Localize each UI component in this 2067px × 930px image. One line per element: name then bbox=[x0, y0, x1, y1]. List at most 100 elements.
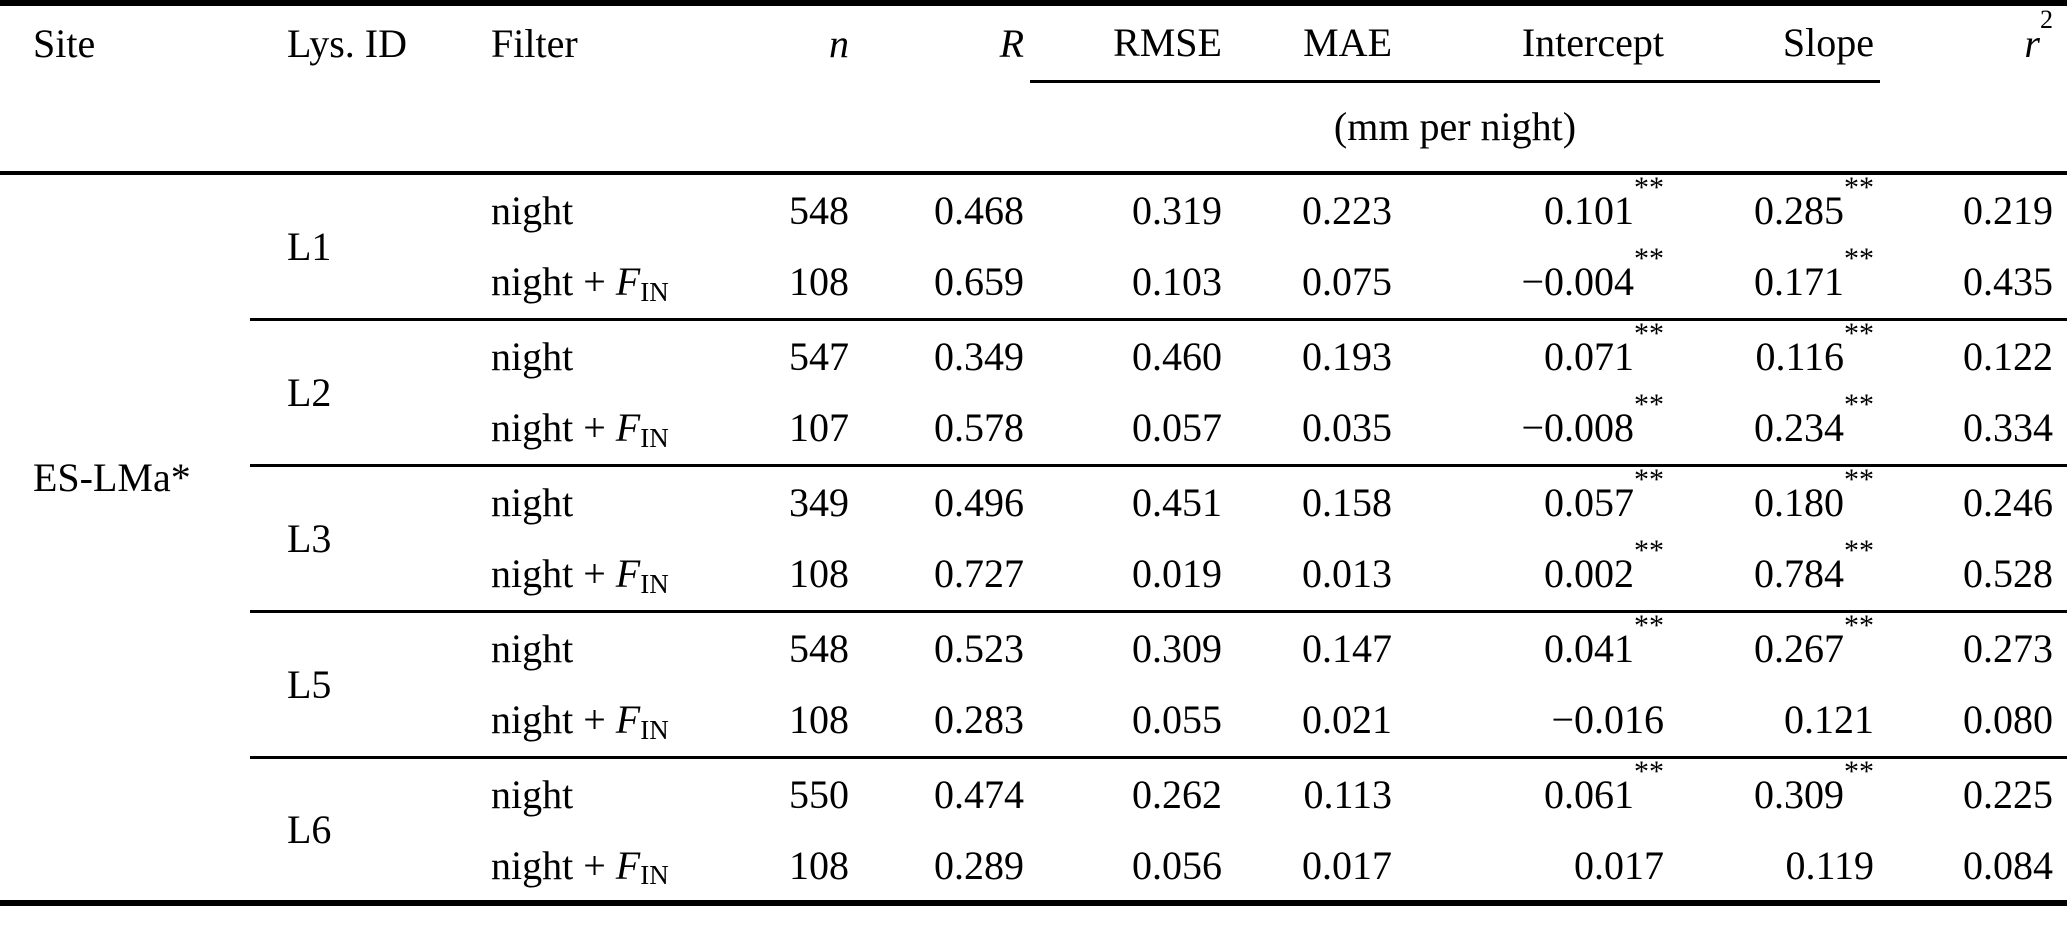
filter-label: night bbox=[480, 463, 770, 538]
intercept-value: 0.017 bbox=[1574, 842, 1664, 888]
significance-stars: ** bbox=[1844, 171, 1874, 205]
cell-intercept: 0.071** bbox=[1398, 316, 1670, 392]
cell-r2: 0.334 bbox=[1963, 405, 2053, 451]
filter-night: night bbox=[491, 625, 574, 671]
unit-row: (mm per night) bbox=[0, 81, 2067, 175]
cell-r2: 0.122 bbox=[1880, 317, 2067, 392]
cell-slope: 0.116** bbox=[1670, 317, 1880, 392]
cell-R: 0.289 bbox=[934, 842, 1024, 888]
cell-R: 0.283 bbox=[934, 697, 1024, 743]
cell-intercept: 0.101** bbox=[1398, 173, 1670, 246]
cell-n: 108 bbox=[789, 551, 849, 597]
n-symbol: n bbox=[829, 21, 849, 66]
cell-n: 550 bbox=[770, 755, 855, 830]
filter-night: night bbox=[491, 188, 574, 233]
cell-mae: 0.193 bbox=[1228, 317, 1398, 392]
cell-r2: 0.528 bbox=[1963, 551, 2053, 597]
col-header-rmse: RMSE bbox=[1030, 3, 1228, 83]
cell-R: 0.727 bbox=[934, 551, 1024, 597]
cell-intercept: 0.002** bbox=[1398, 536, 1670, 611]
cell-intercept: −0.016 bbox=[1398, 684, 1670, 757]
significance-stars: ** bbox=[1634, 316, 1664, 350]
cell-rmse: 0.103 bbox=[1132, 259, 1222, 305]
significance-stars: ** bbox=[1634, 754, 1664, 788]
cell-mae: 0.021 bbox=[1302, 697, 1392, 743]
filter-label: night + FIN bbox=[480, 246, 770, 319]
cell-r2: 0.435 bbox=[1963, 259, 2053, 305]
lysimeter-id-l6: L6 bbox=[250, 755, 480, 903]
r2-symbol: r bbox=[2024, 21, 2040, 66]
col-header-n: n bbox=[770, 3, 855, 81]
cell-R: 0.659 bbox=[934, 259, 1024, 305]
flux-subscript: IN bbox=[640, 423, 669, 454]
filter-night-fin-prefix: night + bbox=[491, 405, 616, 451]
cell-n: 108 bbox=[789, 259, 849, 305]
cell-n: 108 bbox=[789, 697, 849, 743]
filter-night: night bbox=[491, 333, 574, 379]
slope-value: 0.309 bbox=[1754, 771, 1844, 817]
filter-night-fin-prefix: night + bbox=[491, 697, 616, 743]
cell-r2: 0.080 bbox=[1963, 697, 2053, 743]
filter-label: night bbox=[480, 317, 770, 392]
cell-mae: 0.147 bbox=[1228, 609, 1398, 684]
cell-n: 108 bbox=[789, 842, 849, 888]
cell-rmse: 0.055 bbox=[1132, 697, 1222, 743]
cell-rmse: 0.056 bbox=[1132, 842, 1222, 888]
cell-n: 547 bbox=[770, 317, 855, 392]
filter-label: night + FIN bbox=[480, 392, 770, 465]
col-header-filter: Filter bbox=[491, 21, 578, 66]
table-body: ES-LMa* L1 night 548 0.468 0.319 0.223 0… bbox=[0, 173, 2067, 903]
cell-n: 349 bbox=[770, 463, 855, 538]
significance-stars: ** bbox=[1844, 608, 1874, 642]
cell-R: 0.349 bbox=[855, 317, 1030, 392]
flux-subscript: IN bbox=[640, 277, 669, 308]
cell-slope: 0.234** bbox=[1670, 390, 1880, 465]
intercept-value: 0.002 bbox=[1544, 551, 1634, 597]
filter-label: night bbox=[480, 609, 770, 684]
cell-rmse: 0.309 bbox=[1030, 609, 1228, 684]
filter-label: night + FIN bbox=[480, 538, 770, 611]
unit-row-spacer-left bbox=[0, 81, 1030, 175]
col-header-lys-id: Lys. ID bbox=[287, 21, 407, 66]
filter-night-fin-prefix: night + bbox=[491, 259, 616, 305]
cell-mae: 0.223 bbox=[1302, 188, 1392, 233]
intercept-value: 0.041 bbox=[1544, 625, 1634, 671]
significance-stars: ** bbox=[1844, 388, 1874, 422]
flux-symbol: F bbox=[615, 697, 641, 743]
cell-R: 0.496 bbox=[855, 463, 1030, 538]
lysimeter-id-l1: L1 bbox=[287, 223, 332, 269]
filter-label: night bbox=[480, 755, 770, 830]
col-header-site: Site bbox=[33, 21, 96, 66]
cell-rmse: 0.057 bbox=[1132, 405, 1222, 451]
cell-intercept: 0.057** bbox=[1398, 463, 1670, 538]
intercept-value: 0.061 bbox=[1544, 771, 1634, 817]
cell-intercept: 0.061** bbox=[1398, 754, 1670, 830]
flux-symbol: F bbox=[615, 551, 641, 597]
lysimeter-id-l3: L3 bbox=[250, 463, 480, 611]
cell-r2: 0.273 bbox=[1880, 609, 2067, 684]
unit-note: (mm per night) bbox=[1030, 81, 1880, 175]
significance-stars: ** bbox=[1844, 462, 1874, 496]
table-row-l2-night: L2 night 547 0.349 0.460 0.193 0.071** 0… bbox=[0, 316, 2067, 465]
table-row-l2-night-fin: night + FIN 107 0.578 0.057 0.035 −0.008… bbox=[0, 390, 2067, 465]
slope-value: 0.119 bbox=[1785, 842, 1874, 888]
filter-night-fin-prefix: night + bbox=[491, 551, 616, 597]
col-header-R: R bbox=[855, 3, 1030, 81]
cell-mae: 0.158 bbox=[1228, 463, 1398, 538]
intercept-value: −0.016 bbox=[1551, 697, 1664, 743]
table-header: Site Lys. ID Filter n R RMSE MAE Interce… bbox=[0, 3, 2067, 175]
significance-stars: ** bbox=[1844, 534, 1874, 568]
intercept-value: 0.057 bbox=[1544, 479, 1634, 525]
cell-mae: 0.035 bbox=[1302, 405, 1392, 451]
flux-subscript: IN bbox=[640, 860, 669, 891]
table-row-l3-night: L3 night 349 0.496 0.451 0.158 0.057** 0… bbox=[0, 462, 2067, 611]
intercept-value: 0.071 bbox=[1544, 333, 1634, 379]
cell-rmse: 0.262 bbox=[1030, 755, 1228, 830]
flux-subscript: IN bbox=[640, 715, 669, 746]
col-header-intercept: Intercept bbox=[1398, 3, 1670, 83]
table-row-l5-night: L5 night 548 0.523 0.309 0.147 0.041** 0… bbox=[0, 608, 2067, 757]
cell-slope: 0.171** bbox=[1670, 244, 1880, 319]
filter-label: night + FIN bbox=[480, 684, 770, 757]
cell-mae: 0.017 bbox=[1302, 842, 1392, 888]
cell-rmse: 0.451 bbox=[1030, 463, 1228, 538]
